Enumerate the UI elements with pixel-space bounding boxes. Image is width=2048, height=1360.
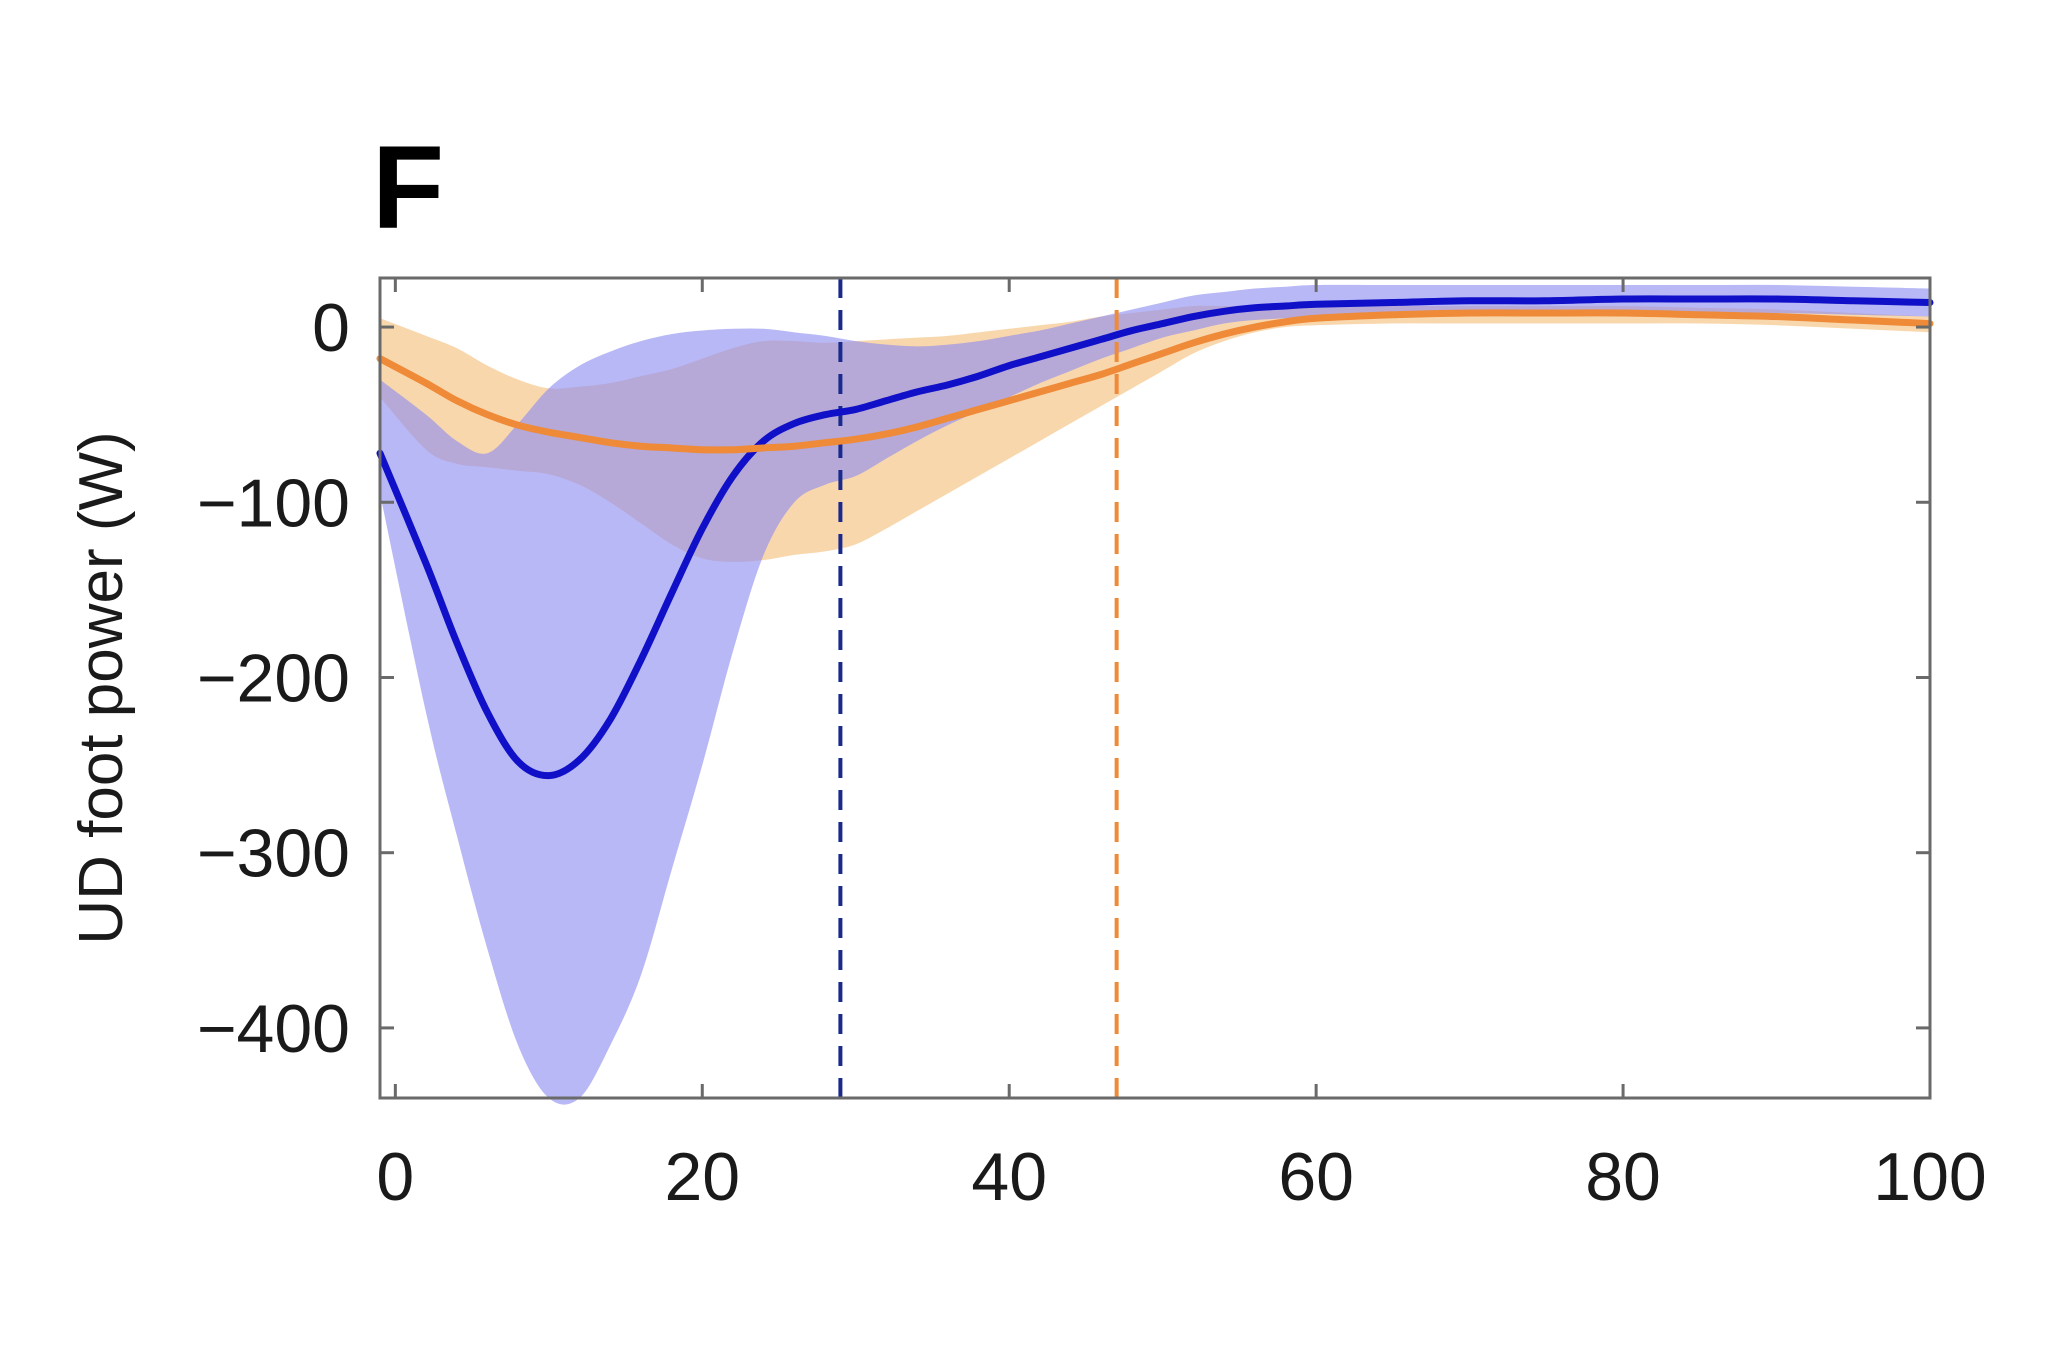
y-tick-label: −200 xyxy=(197,640,350,716)
y-tick-labels: 0 −100 −200 −300 −400 xyxy=(197,290,350,1067)
x-tick-label: 40 xyxy=(971,1139,1047,1215)
y-tick-label: 0 xyxy=(312,290,350,366)
plot-frame xyxy=(378,276,1932,1100)
confidence-bands xyxy=(380,284,1930,1105)
series-line-1 xyxy=(376,295,1934,780)
y-tick-label: −300 xyxy=(197,816,350,892)
panel-label: F xyxy=(372,122,444,254)
x-tick-label: 80 xyxy=(1585,1139,1661,1215)
axis-ticks xyxy=(380,278,1932,1098)
x-tick-labels: 0 20 40 60 80 100 xyxy=(376,1139,1986,1215)
y-tick-label: −400 xyxy=(197,991,350,1067)
y-tick-label: −100 xyxy=(197,465,350,541)
x-tick-label: 0 xyxy=(376,1139,414,1215)
series-lines xyxy=(376,295,1934,780)
x-tick-label: 100 xyxy=(1873,1139,1986,1215)
x-tick-label: 60 xyxy=(1278,1139,1354,1215)
confidence-band-1 xyxy=(380,284,1930,1105)
series-line-2 xyxy=(376,309,1934,454)
y-axis-label: UD foot power (W) xyxy=(67,431,136,944)
x-tick-label: 20 xyxy=(664,1139,740,1215)
